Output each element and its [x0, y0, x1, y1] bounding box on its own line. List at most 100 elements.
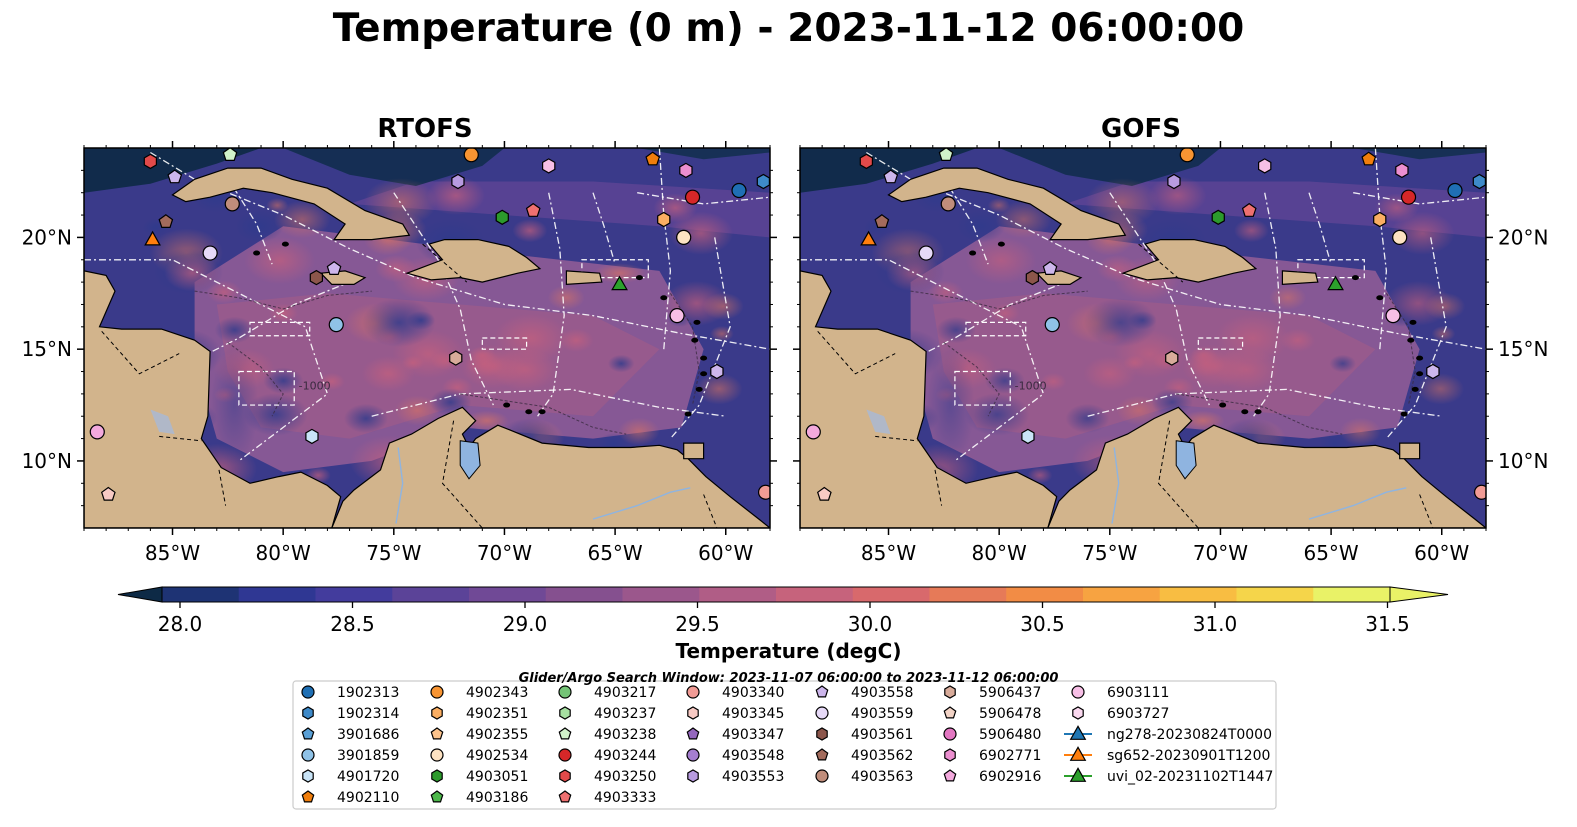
- zone-box: [481, 337, 528, 350]
- float-marker: [222, 148, 238, 161]
- legend-marker: [431, 769, 443, 783]
- float-marker: [1373, 211, 1387, 228]
- legend-label: 4903347: [722, 727, 784, 743]
- eez-boundary: [225, 174, 273, 265]
- eez-boundary: [800, 259, 1045, 462]
- eez-boundary: [592, 192, 616, 265]
- legend-label: 4903244: [594, 748, 656, 764]
- legend-label: 4902355: [466, 727, 528, 743]
- land-mass: [331, 406, 770, 528]
- float-marker: [1021, 428, 1035, 445]
- float-marker: [883, 169, 899, 184]
- float-marker: [918, 245, 934, 261]
- land-mass: [405, 239, 542, 283]
- legend-label: 4903217: [594, 685, 656, 701]
- colorbar-tick: 30.5: [1020, 612, 1065, 636]
- legend-label: 4903345: [722, 706, 784, 722]
- float-marker: [1042, 260, 1058, 275]
- map-panel-gofs: -1000 85°W 80°W 75°W 70°W 65°W 60°W 20°N 15°N 10°…: [793, 141, 1548, 565]
- colorbar-bin: [1006, 587, 1084, 602]
- island: [1407, 337, 1415, 343]
- island: [1400, 411, 1408, 417]
- country-border: [101, 330, 180, 375]
- bathymetry-contour: [943, 342, 1000, 417]
- island: [253, 250, 261, 256]
- zone-box: [954, 370, 1011, 406]
- country-border: [441, 420, 483, 528]
- float-marker: [756, 173, 770, 190]
- colorbar-tick: 29.0: [503, 612, 548, 636]
- float-marker: [645, 151, 661, 166]
- float-marker: [1400, 189, 1417, 205]
- eez-boundary: [537, 192, 565, 417]
- eez-boundary: [1374, 148, 1388, 350]
- country-border: [703, 494, 718, 528]
- lat-tick-label: 20°N: [22, 225, 72, 249]
- legend-marker: [301, 727, 315, 740]
- island: [525, 409, 533, 415]
- search-window-text: Glider/Argo Search Window: 2023-11-07 06…: [518, 671, 1059, 686]
- lon-tick-label: 80°W: [256, 541, 311, 565]
- float-marker: [1241, 202, 1257, 217]
- float-marker: [1392, 229, 1408, 246]
- colorbar-bin: [699, 587, 777, 602]
- float-marker: [611, 275, 628, 291]
- float-marker: [679, 162, 693, 179]
- float-marker: [1385, 308, 1401, 324]
- float-marker: [495, 209, 509, 225]
- legend-marker: [687, 706, 699, 720]
- island: [281, 241, 289, 247]
- eez-boundary: [888, 281, 1066, 373]
- float-marker: [89, 424, 105, 440]
- legend-label: ng278-20230824T0000: [1107, 727, 1272, 743]
- colorbar-extend-low: [117, 586, 163, 603]
- legend-label: 4902110: [337, 790, 399, 806]
- island: [1254, 409, 1262, 415]
- legend-label: 4902343: [466, 685, 528, 701]
- legend-marker: [815, 769, 829, 783]
- country-border: [218, 469, 227, 506]
- legend-marker: [686, 727, 700, 740]
- legend-label: 4903237: [594, 706, 656, 722]
- river: [592, 487, 691, 520]
- island: [503, 402, 511, 408]
- island: [538, 409, 546, 415]
- lat-tick-label: 20°N: [1498, 225, 1548, 249]
- float-marker: [731, 182, 747, 199]
- legend-marker: [1069, 746, 1087, 761]
- legend-label: 4903238: [594, 727, 656, 743]
- lake-maracaibo: [459, 440, 481, 480]
- float-marker: [449, 350, 463, 366]
- colorbar-tick: 29.5: [675, 612, 720, 636]
- country-border: [422, 243, 468, 283]
- lon-tick-label: 70°W: [477, 541, 532, 565]
- zone-box: [965, 321, 1027, 337]
- lon-tick-label: 80°W: [972, 541, 1027, 565]
- colorbar-bin: [162, 587, 240, 602]
- legend-label: 4903340: [722, 685, 784, 701]
- land-mass: [1121, 239, 1258, 283]
- float-marker: [326, 260, 342, 275]
- eez-boundary: [1253, 192, 1281, 417]
- land-mass: [565, 270, 603, 286]
- float-marker: [1426, 363, 1440, 380]
- map-frame: [83, 147, 771, 529]
- eez-boundary: [669, 237, 731, 440]
- float-marker: [1167, 173, 1181, 190]
- zone-box: [249, 321, 311, 337]
- legend-label: 5906478: [979, 706, 1041, 722]
- colorbar-bin: [238, 587, 317, 602]
- float-marker: [1327, 275, 1344, 291]
- legend-marker: [302, 706, 314, 720]
- legend-label: 4903548: [722, 748, 784, 764]
- legend-label: 3901859: [337, 748, 399, 764]
- eez-boundary: [150, 151, 770, 350]
- legend-label: 1902314: [337, 706, 399, 722]
- legend-label: 4903562: [851, 748, 913, 764]
- legend-label: 1902313: [337, 685, 399, 701]
- lat-tick-label: 10°N: [22, 449, 72, 473]
- float-marker: [1395, 162, 1409, 179]
- float-marker: [144, 230, 161, 246]
- contour-label: -1000: [299, 379, 331, 392]
